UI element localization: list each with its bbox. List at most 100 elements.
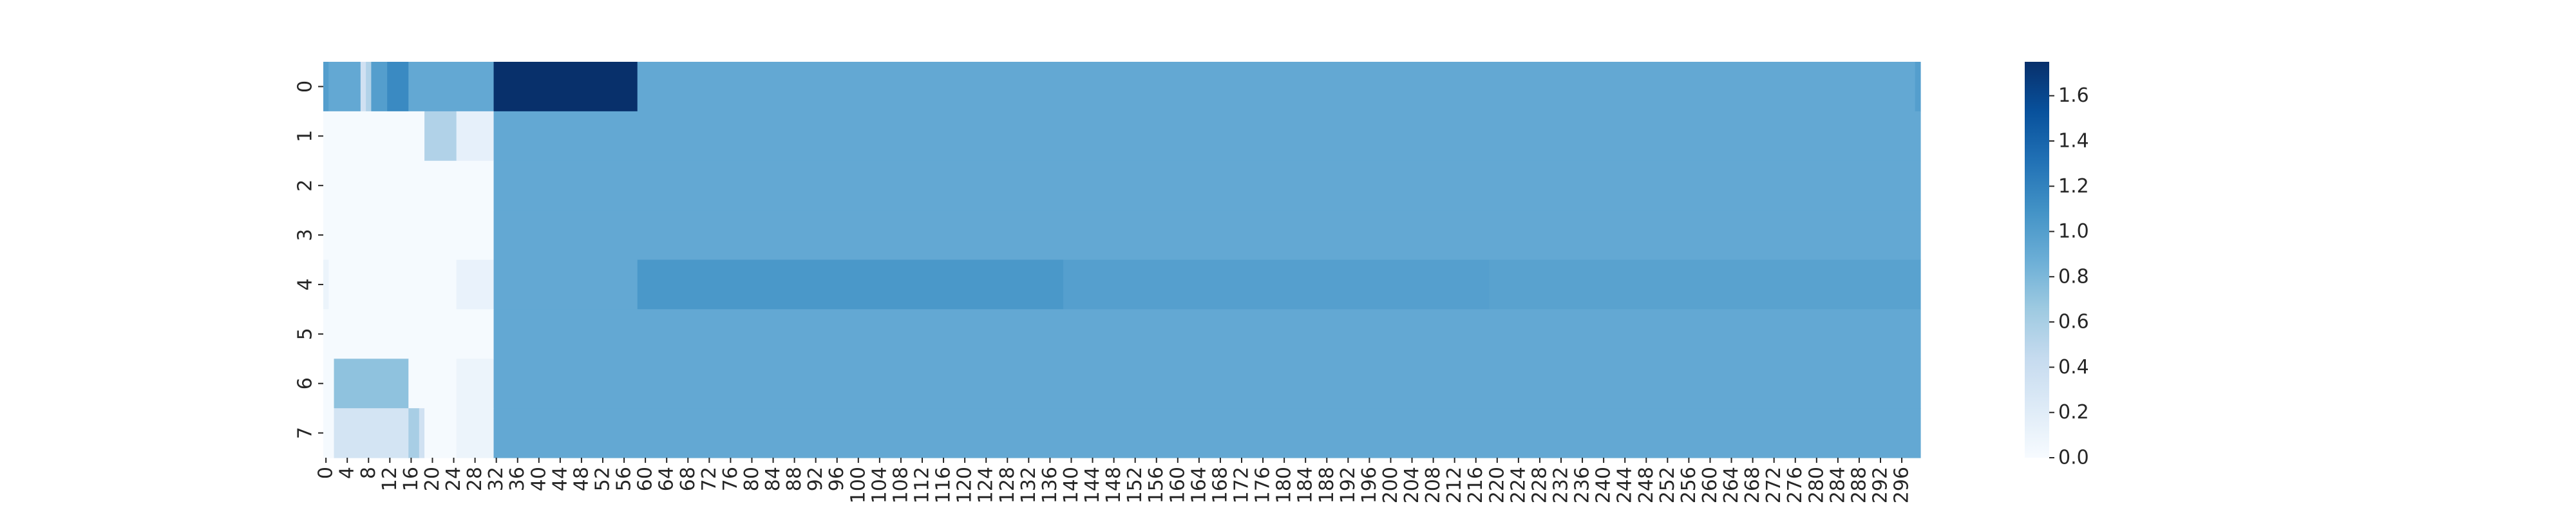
y-tick-label: 1 <box>294 130 317 142</box>
colorbar-tick-label: 1.2 <box>2058 175 2089 198</box>
x-tick-label: 112 <box>911 467 934 503</box>
colorbar-tick-label: 0.0 <box>2058 447 2089 469</box>
x-tick-label: 224 <box>1507 467 1530 503</box>
x-tick-label: 208 <box>1422 467 1444 503</box>
x-tick-label: 240 <box>1593 467 1615 503</box>
x-tick-label: 64 <box>656 467 678 491</box>
x-tick-label: 204 <box>1401 467 1423 503</box>
x-tick-label: 184 <box>1294 467 1317 503</box>
x-tick-label: 84 <box>762 467 784 491</box>
heatmap-cell <box>408 62 495 112</box>
x-tick-label: 92 <box>804 467 827 491</box>
colorbar-tick-label: 0.4 <box>2058 356 2089 379</box>
x-tick-label: 20 <box>421 467 444 491</box>
x-tick-label: 0 <box>315 467 337 479</box>
x-tick-label: 188 <box>1316 467 1338 503</box>
x-tick-label: 216 <box>1464 467 1487 503</box>
x-tick-label: 108 <box>889 467 912 503</box>
x-tick-label: 164 <box>1188 467 1210 503</box>
heatmap-cell <box>456 408 495 458</box>
heatmap-cell <box>493 259 638 310</box>
x-tick-label: 80 <box>741 467 763 491</box>
x-tick-label: 132 <box>1018 467 1040 503</box>
x-tick-label: 152 <box>1124 467 1146 503</box>
heatmap-cell <box>424 111 457 162</box>
x-tick-label: 180 <box>1273 467 1296 503</box>
heatmap-cell <box>493 160 1921 211</box>
heatmap-cell <box>334 359 409 409</box>
colorbar-tick-label: 0.2 <box>2058 401 2089 424</box>
x-tick-label: 116 <box>933 467 955 503</box>
heatmap-cell <box>456 111 495 162</box>
heatmap-cell <box>323 408 335 458</box>
x-tick-label: 8 <box>357 467 380 479</box>
heatmap-cell <box>323 359 335 409</box>
x-tick-label: 52 <box>592 467 614 491</box>
heatmap-cell <box>1915 62 1921 112</box>
x-tick-label: 104 <box>868 467 891 503</box>
heatmap-cell <box>493 62 638 112</box>
x-tick-label: 36 <box>506 467 529 491</box>
heatmap-cell <box>493 408 1921 458</box>
colorbar-tick-label: 0.6 <box>2058 311 2089 333</box>
heatmap-cell <box>637 62 1916 112</box>
y-tick-label: 5 <box>294 328 317 340</box>
x-tick-label: 96 <box>826 467 848 491</box>
heatmap-cell <box>424 408 457 458</box>
x-tick-label: 156 <box>1145 467 1168 503</box>
x-tick-label: 68 <box>677 467 699 491</box>
heatmap-cell <box>323 210 495 261</box>
heatmap-cell <box>637 259 1064 310</box>
heatmap-cell <box>408 359 457 409</box>
heatmap-cell <box>360 62 366 112</box>
x-tick-label: 248 <box>1635 467 1658 503</box>
heatmap-cell <box>328 62 361 112</box>
heatmap-cell <box>408 408 420 458</box>
y-tick-label: 4 <box>294 278 317 290</box>
colorbar-tick-label: 1.0 <box>2058 220 2089 243</box>
x-tick-label: 48 <box>570 467 592 491</box>
x-tick-label: 292 <box>1870 467 1892 503</box>
heatmap-cell <box>493 111 1921 162</box>
x-tick-label: 32 <box>485 467 507 491</box>
x-tick-label: 100 <box>847 467 869 503</box>
heatmap-cells <box>323 62 1921 458</box>
x-tick-label: 60 <box>634 467 657 491</box>
x-tick-label: 220 <box>1486 467 1508 503</box>
x-tick-label: 196 <box>1358 467 1381 503</box>
x-tick-label: 28 <box>464 467 486 491</box>
x-tick-label: 264 <box>1720 467 1743 503</box>
x-tick-label: 44 <box>549 467 571 491</box>
heatmap-cell <box>493 210 1921 261</box>
heatmap-cell <box>456 259 495 310</box>
x-tick-label: 228 <box>1528 467 1551 503</box>
x-tick-label: 56 <box>613 467 636 491</box>
heatmap-cell <box>387 62 409 112</box>
x-axis: 0481216202428323640444852566064687276808… <box>315 458 1913 503</box>
heatmap-cell <box>456 359 495 409</box>
heatmap-cell <box>493 359 1921 409</box>
x-tick-label: 284 <box>1826 467 1849 503</box>
x-tick-label: 276 <box>1784 467 1806 503</box>
x-tick-label: 236 <box>1571 467 1594 503</box>
x-tick-label: 192 <box>1337 467 1359 503</box>
x-tick-label: 124 <box>975 467 998 503</box>
y-tick-label: 2 <box>294 180 317 192</box>
x-tick-label: 4 <box>336 467 359 479</box>
x-tick-label: 272 <box>1763 467 1785 503</box>
x-tick-label: 40 <box>527 467 550 491</box>
x-tick-label: 140 <box>1060 467 1083 503</box>
heatmap-cell <box>323 259 329 310</box>
x-tick-label: 136 <box>1039 467 1061 503</box>
y-axis: 0 1 2 3 4 5 6 7 <box>294 80 323 439</box>
y-tick-label: 6 <box>294 377 317 389</box>
x-tick-label: 168 <box>1209 467 1231 503</box>
x-tick-label: 160 <box>1166 467 1189 503</box>
heatmap-cell <box>366 62 372 112</box>
heatmap-cell <box>419 408 425 458</box>
x-tick-label: 172 <box>1231 467 1253 503</box>
x-tick-label: 288 <box>1848 467 1870 503</box>
heatmap-cell <box>1489 259 1921 310</box>
x-tick-label: 268 <box>1741 467 1764 503</box>
